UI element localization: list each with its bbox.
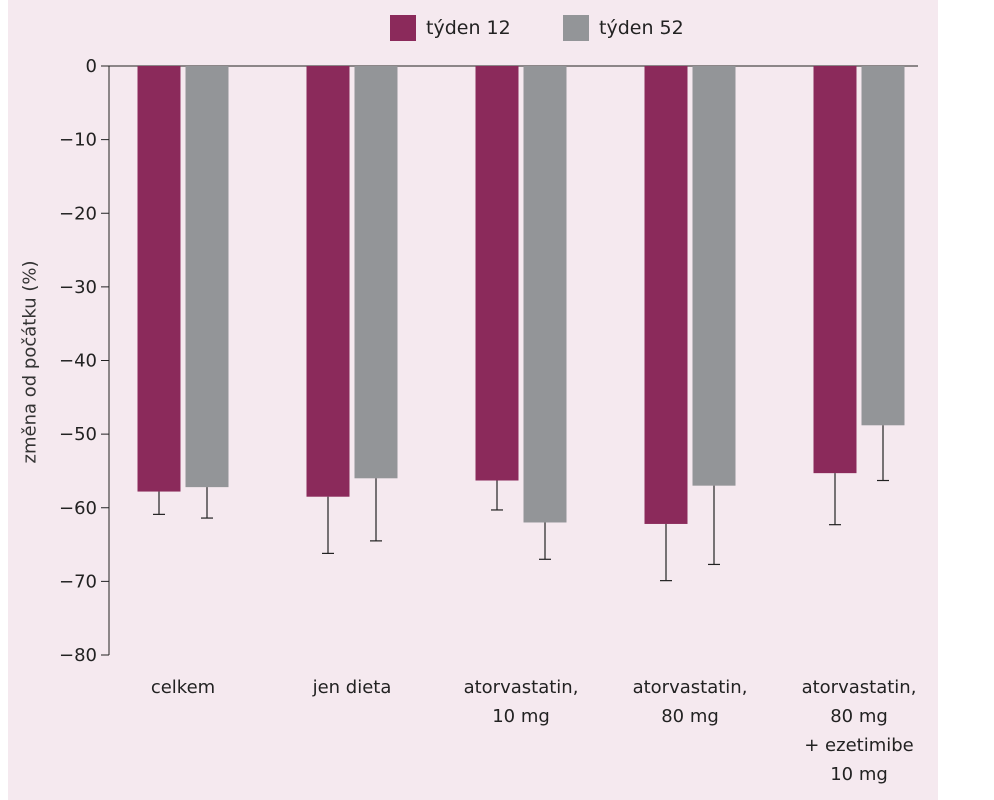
x-tick-label-line: + ezetimibe — [804, 735, 914, 756]
legend-label-1: týden 12 — [426, 17, 511, 39]
x-tick-label-line: celkem — [150, 677, 216, 698]
bar-1-2 — [306, 66, 350, 497]
bar-2-3 — [523, 66, 567, 523]
x-tick-label: atorvastatin, 80 mg + ezetimibe 10 mg — [779, 673, 939, 789]
y-tick-label: −40 — [59, 351, 97, 372]
x-tick-label-line: atorvastatin, — [632, 677, 748, 698]
bar-2-4 — [692, 66, 736, 486]
bar-1-4 — [644, 66, 688, 524]
x-tick-label: celkem — [103, 673, 263, 702]
y-tick-label: −20 — [59, 203, 97, 224]
y-tick-label: −50 — [59, 424, 97, 445]
x-tick-label-line: 80 mg — [830, 706, 888, 727]
bar-2-2 — [354, 66, 398, 479]
y-tick-label: −30 — [59, 277, 97, 298]
x-tick-label-line: jen dieta — [312, 677, 392, 698]
x-tick-label: atorvastatin, 80 mg — [610, 673, 770, 731]
y-tick-label: −60 — [59, 498, 97, 519]
x-tick-label: atorvastatin, 10 mg — [441, 673, 601, 731]
bar-1-5 — [813, 66, 857, 474]
bar-2-1 — [185, 66, 229, 488]
legend-item-2: týden 52 — [563, 14, 684, 42]
legend-swatch-2 — [563, 15, 589, 41]
bar-2-5 — [861, 66, 905, 426]
chart-panel: týden 12 týden 52 změna od počátku (%) 0… — [8, 0, 938, 800]
x-tick-label: jen dieta — [272, 673, 432, 702]
bar-chart: 0 −10 −20 −30 −40 −50 −60 −70 −80 — [59, 56, 918, 666]
x-tick-label-line: 80 mg — [661, 706, 719, 727]
y-tick-label: −10 — [59, 130, 97, 151]
x-tick-label-line: 10 mg — [830, 764, 888, 785]
legend-item-1: týden 12 — [390, 14, 511, 42]
legend-label-2: týden 52 — [599, 17, 684, 39]
y-tick-label: −70 — [59, 571, 97, 592]
legend-swatch-1 — [390, 15, 416, 41]
x-tick-label-line: 10 mg — [492, 706, 550, 727]
bar-1-3 — [475, 66, 519, 481]
x-tick-label-line: atorvastatin, — [463, 677, 579, 698]
y-tick-label: 0 — [86, 56, 97, 77]
y-tick-label: −80 — [59, 645, 97, 666]
bar-1-1 — [137, 66, 181, 492]
x-tick-label-line: atorvastatin, — [801, 677, 917, 698]
